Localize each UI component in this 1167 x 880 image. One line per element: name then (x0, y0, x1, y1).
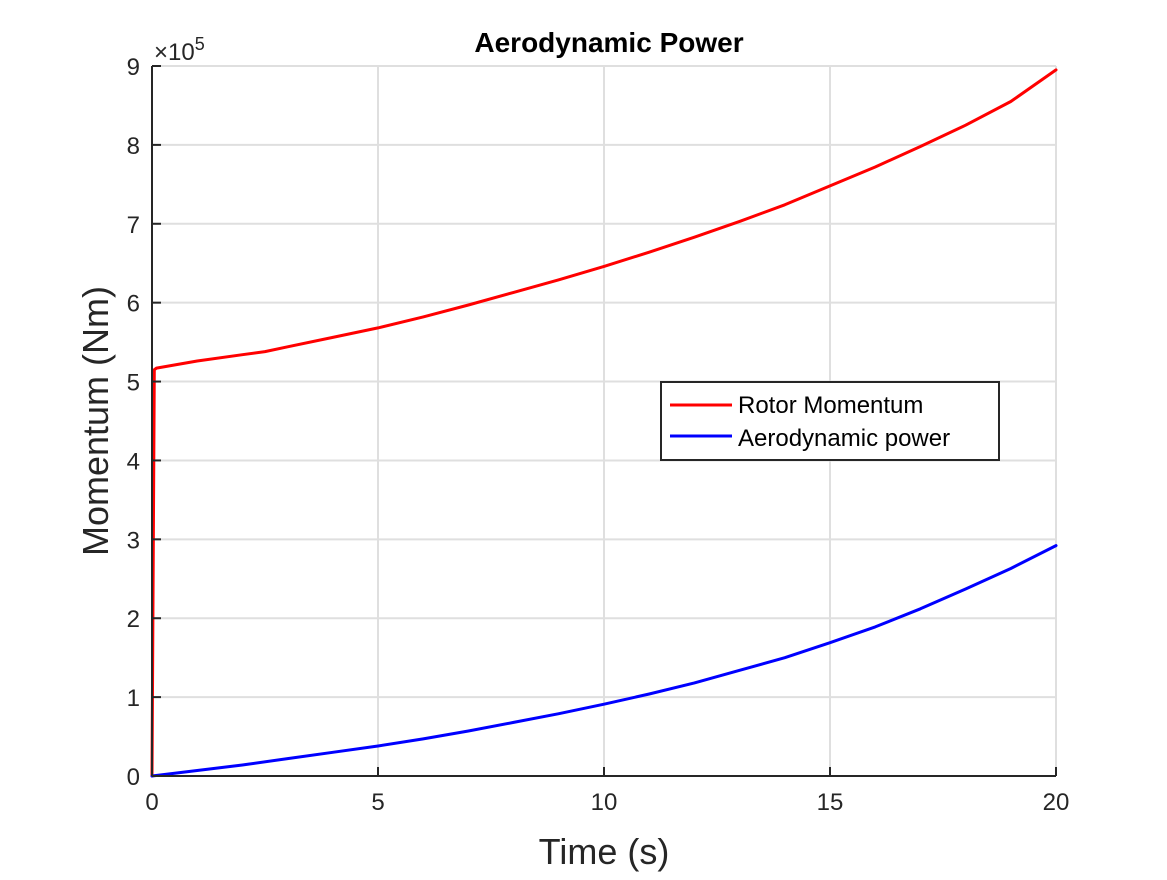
series-line-rotor-momentum (150, 68, 1058, 778)
y-tick-label: 9 (127, 54, 140, 81)
x-tick-label: 20 (1043, 789, 1070, 816)
y-exponent-base: ×10 (154, 39, 195, 66)
y-tick-label: 4 (127, 448, 140, 475)
y-exponent-power: 5 (195, 34, 205, 54)
x-tick-label: 15 (817, 789, 844, 816)
x-tick-label: 0 (145, 789, 158, 816)
y-axis-label: Momentum (Nm) (75, 286, 116, 556)
series-lines (150, 68, 1058, 778)
legend-box (660, 381, 1000, 461)
y-tick-label: 0 (127, 764, 140, 791)
x-axis-label: Time (s) (539, 831, 670, 872)
y-tick-label: 7 (127, 212, 140, 239)
y-tick-label: 8 (127, 133, 140, 160)
legend-label-aerodynamic-power: Aerodynamic power (738, 425, 950, 452)
y-tick-label: 3 (127, 527, 140, 554)
legend-label-rotor-momentum: Rotor Momentum (738, 392, 923, 419)
y-tick-label: 6 (127, 291, 140, 318)
x-tick-label: 10 (591, 789, 618, 816)
svg-text:×105: ×105 (154, 34, 205, 66)
series-line-aerodynamic-power (150, 544, 1058, 778)
legend: Rotor Momentum Aerodynamic power (660, 381, 1000, 461)
y-axis-exponent: ×105 (154, 34, 205, 66)
y-tick-label: 1 (127, 685, 140, 712)
axes: 0 5 10 15 20 0 1 2 3 4 5 6 7 8 9 (127, 54, 1070, 816)
x-tick-label: 5 (371, 789, 384, 816)
y-tick-label: 5 (127, 370, 140, 397)
y-tick-label: 2 (127, 606, 140, 633)
chart-title: Aerodynamic Power (474, 27, 743, 58)
